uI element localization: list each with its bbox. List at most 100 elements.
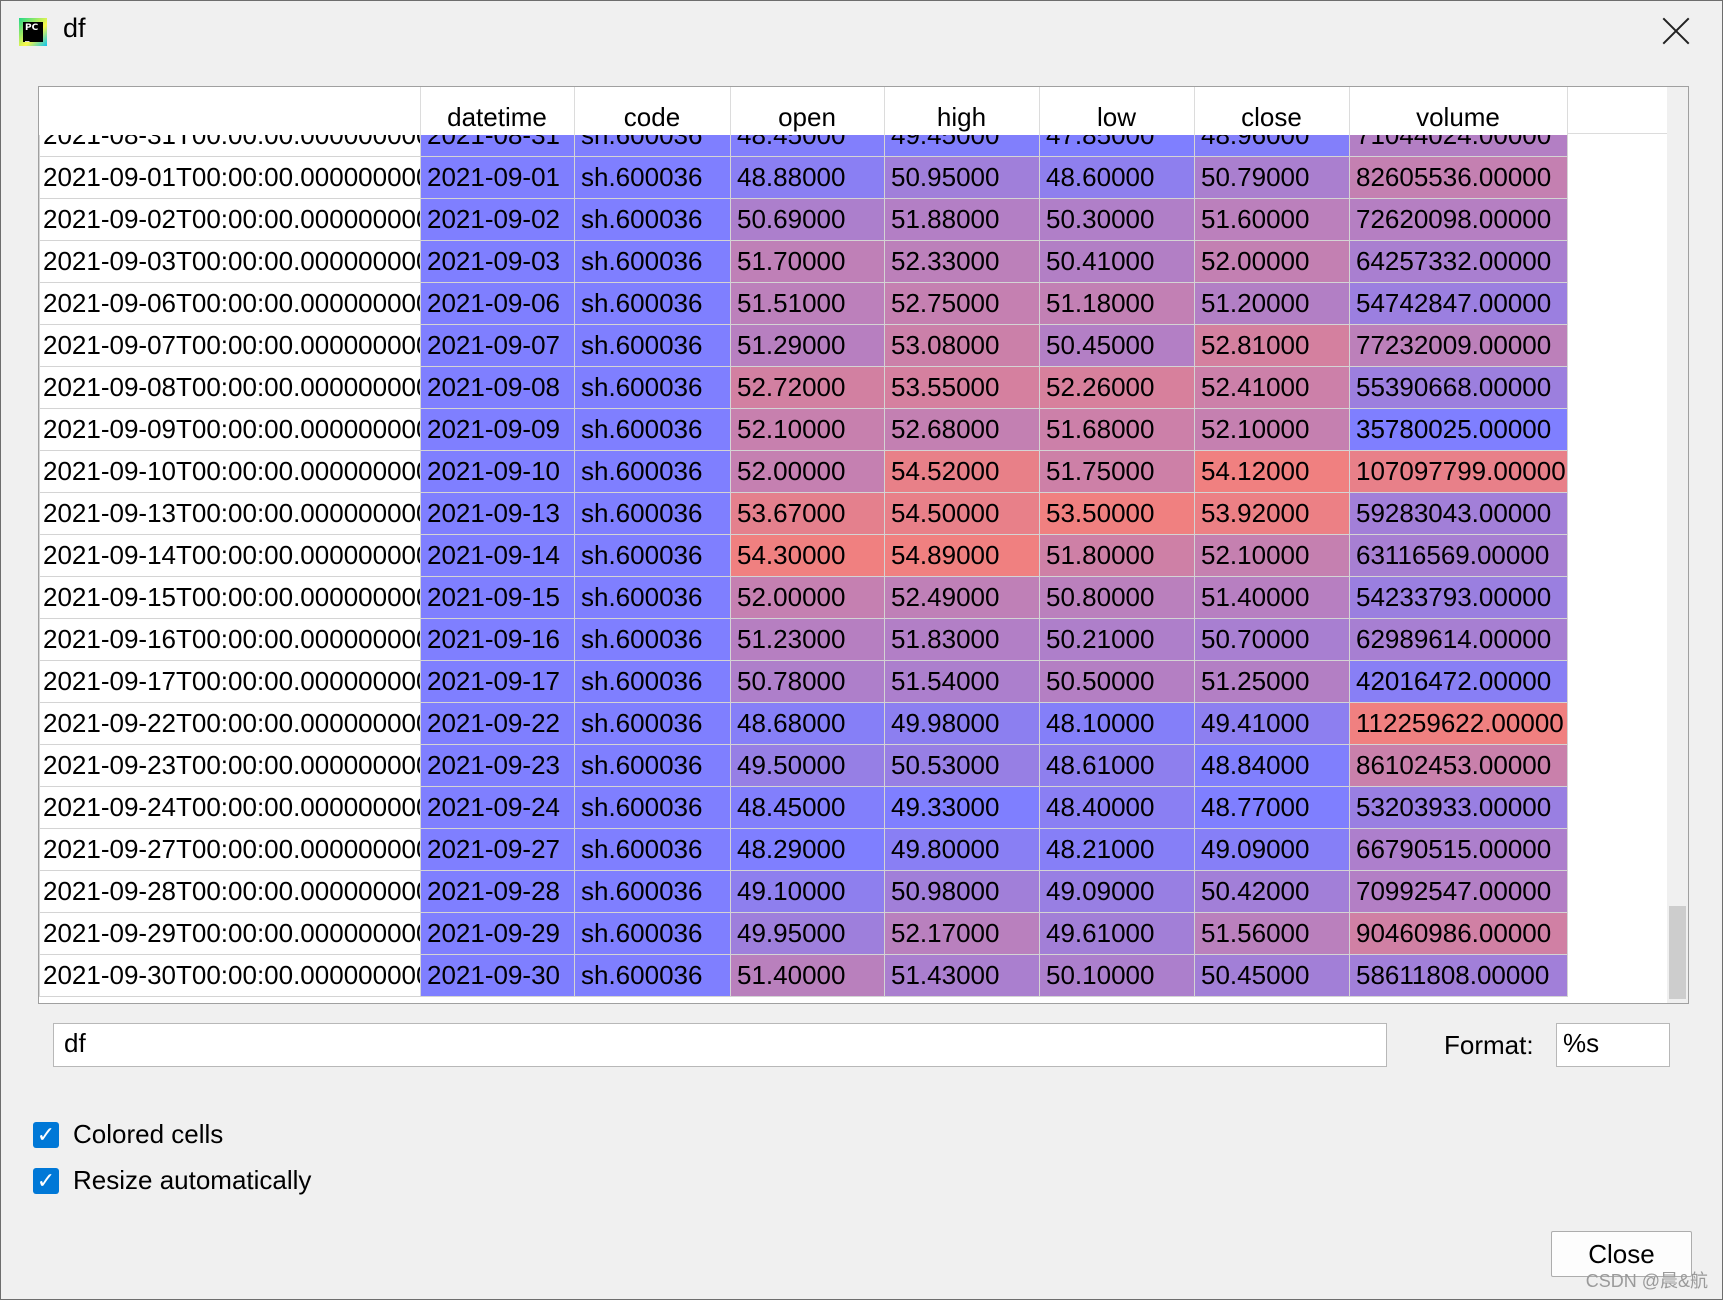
table-cell-close[interactable]: 50.45000 bbox=[1194, 954, 1350, 997]
table-cell-close[interactable]: 51.56000 bbox=[1194, 912, 1350, 955]
resize-automatically-checkbox[interactable]: ✓ bbox=[33, 1167, 59, 1194]
table-cell-open[interactable]: 49.95000 bbox=[730, 912, 885, 955]
row-index-cell[interactable]: 2021-09-22T00:00:00.000000000 bbox=[39, 702, 421, 745]
table-cell-close[interactable]: 51.25000 bbox=[1194, 660, 1350, 703]
table-cell-datetime[interactable]: 2021-09-30 bbox=[420, 954, 575, 997]
table-cell-high[interactable]: 49.98000 bbox=[884, 702, 1040, 745]
table-row[interactable]: 2021-09-08T00:00:00.000000000 2021-09-08 s… bbox=[39, 366, 1568, 409]
table-cell-low[interactable]: 51.18000 bbox=[1039, 282, 1195, 325]
table-cell-high[interactable]: 52.75000 bbox=[884, 282, 1040, 325]
table-cell-code[interactable]: sh.600036 bbox=[574, 198, 731, 241]
table-cell-open[interactable]: 52.10000 bbox=[730, 408, 885, 451]
table-cell-low[interactable]: 48.61000 bbox=[1039, 744, 1195, 787]
table-cell-low[interactable]: 48.40000 bbox=[1039, 786, 1195, 829]
table-cell-high[interactable]: 50.53000 bbox=[884, 744, 1040, 787]
table-row[interactable]: 2021-09-30T00:00:00.000000000 2021-09-30 s… bbox=[39, 954, 1568, 997]
row-index-cell[interactable]: 2021-09-10T00:00:00.000000000 bbox=[39, 450, 421, 493]
table-cell-high[interactable]: 51.88000 bbox=[884, 198, 1040, 241]
table-cell-open[interactable]: 48.88000 bbox=[730, 156, 885, 199]
table-row[interactable]: 2021-09-29T00:00:00.000000000 2021-09-29 s… bbox=[39, 912, 1568, 955]
table-cell-close[interactable]: 48.84000 bbox=[1194, 744, 1350, 787]
table-cell-code[interactable]: sh.600036 bbox=[574, 492, 731, 535]
table-cell-code[interactable]: sh.600036 bbox=[574, 240, 731, 283]
table-row[interactable]: 2021-09-03T00:00:00.000000000 2021-09-03 s… bbox=[39, 240, 1568, 283]
table-cell-code[interactable]: sh.600036 bbox=[574, 618, 731, 661]
table-cell-close[interactable]: 51.40000 bbox=[1194, 576, 1350, 619]
row-index-cell[interactable]: 2021-09-14T00:00:00.000000000 bbox=[39, 534, 421, 577]
table-cell-open[interactable]: 51.70000 bbox=[730, 240, 885, 283]
table-cell-datetime[interactable]: 2021-09-01 bbox=[420, 156, 575, 199]
table-cell-volume[interactable]: 107097799.00000 bbox=[1349, 450, 1568, 493]
table-cell-high[interactable]: 50.98000 bbox=[884, 870, 1040, 913]
table-cell-low[interactable]: 50.30000 bbox=[1039, 198, 1195, 241]
table-cell-close[interactable]: 49.09000 bbox=[1194, 828, 1350, 871]
table-cell-close[interactable]: 52.00000 bbox=[1194, 240, 1350, 283]
table-cell-close[interactable]: 50.70000 bbox=[1194, 618, 1350, 661]
table-cell-high[interactable]: 51.83000 bbox=[884, 618, 1040, 661]
table-row[interactable]: 2021-09-02T00:00:00.000000000 2021-09-02 s… bbox=[39, 198, 1568, 241]
table-cell-volume[interactable]: 86102453.00000 bbox=[1349, 744, 1568, 787]
table-cell-low[interactable]: 51.80000 bbox=[1039, 534, 1195, 577]
table-cell-volume[interactable]: 70992547.00000 bbox=[1349, 870, 1568, 913]
row-index-cell[interactable]: 2021-09-01T00:00:00.000000000 bbox=[39, 156, 421, 199]
table-cell-datetime[interactable]: 2021-09-07 bbox=[420, 324, 575, 367]
column-header-low[interactable]: low bbox=[1039, 87, 1195, 135]
table-cell-volume[interactable]: 35780025.00000 bbox=[1349, 408, 1568, 451]
table-cell-volume[interactable]: 64257332.00000 bbox=[1349, 240, 1568, 283]
table-cell-low[interactable]: 50.45000 bbox=[1039, 324, 1195, 367]
table-cell-open[interactable]: 49.50000 bbox=[730, 744, 885, 787]
row-index-cell[interactable]: 2021-09-02T00:00:00.000000000 bbox=[39, 198, 421, 241]
table-cell-datetime[interactable]: 2021-09-28 bbox=[420, 870, 575, 913]
table-cell-volume[interactable]: 54233793.00000 bbox=[1349, 576, 1568, 619]
table-cell-high[interactable]: 53.08000 bbox=[884, 324, 1040, 367]
table-cell-datetime[interactable]: 2021-09-13 bbox=[420, 492, 575, 535]
table-row[interactable]: 2021-09-16T00:00:00.000000000 2021-09-16 s… bbox=[39, 618, 1568, 661]
table-cell-open[interactable]: 52.72000 bbox=[730, 366, 885, 409]
scrollbar-thumb[interactable] bbox=[1669, 906, 1686, 999]
column-header-high[interactable]: high bbox=[884, 87, 1040, 135]
column-header-code[interactable]: code bbox=[574, 87, 731, 135]
table-cell-datetime[interactable]: 2021-09-03 bbox=[420, 240, 575, 283]
row-index-cell[interactable]: 2021-09-07T00:00:00.000000000 bbox=[39, 324, 421, 367]
table-cell-low[interactable]: 49.61000 bbox=[1039, 912, 1195, 955]
table-cell-open[interactable]: 53.67000 bbox=[730, 492, 885, 535]
column-header-volume[interactable]: volume bbox=[1349, 87, 1568, 135]
table-cell-code[interactable]: sh.600036 bbox=[574, 870, 731, 913]
table-cell-volume[interactable]: 63116569.00000 bbox=[1349, 534, 1568, 577]
column-header-datetime[interactable]: datetime bbox=[420, 87, 575, 135]
table-cell-code[interactable]: sh.600036 bbox=[574, 408, 731, 451]
table-cell-code[interactable]: sh.600036 bbox=[574, 954, 731, 997]
row-index-cell[interactable]: 2021-09-17T00:00:00.000000000 bbox=[39, 660, 421, 703]
close-window-icon[interactable] bbox=[1660, 15, 1692, 47]
row-index-cell[interactable]: 2021-09-15T00:00:00.000000000 bbox=[39, 576, 421, 619]
table-cell-code[interactable]: sh.600036 bbox=[574, 744, 731, 787]
row-index-cell[interactable]: 2021-09-27T00:00:00.000000000 bbox=[39, 828, 421, 871]
expression-input[interactable]: df bbox=[53, 1023, 1387, 1067]
table-cell-datetime[interactable]: 2021-09-27 bbox=[420, 828, 575, 871]
table-row[interactable]: 2021-09-01T00:00:00.000000000 2021-09-01 s… bbox=[39, 156, 1568, 199]
table-row[interactable]: 2021-09-13T00:00:00.000000000 2021-09-13 s… bbox=[39, 492, 1568, 535]
table-cell-datetime[interactable]: 2021-09-16 bbox=[420, 618, 575, 661]
table-cell-volume[interactable]: 42016472.00000 bbox=[1349, 660, 1568, 703]
table-cell-open[interactable]: 54.30000 bbox=[730, 534, 885, 577]
table-cell-datetime[interactable]: 2021-09-23 bbox=[420, 744, 575, 787]
table-cell-datetime[interactable]: 2021-09-10 bbox=[420, 450, 575, 493]
table-cell-volume[interactable]: 62989614.00000 bbox=[1349, 618, 1568, 661]
table-cell-datetime[interactable]: 2021-09-15 bbox=[420, 576, 575, 619]
table-row[interactable]: 2021-09-24T00:00:00.000000000 2021-09-24 s… bbox=[39, 786, 1568, 829]
row-index-cell[interactable]: 2021-09-06T00:00:00.000000000 bbox=[39, 282, 421, 325]
table-cell-datetime[interactable]: 2021-09-09 bbox=[420, 408, 575, 451]
table-cell-code[interactable]: sh.600036 bbox=[574, 912, 731, 955]
table-cell-close[interactable]: 50.79000 bbox=[1194, 156, 1350, 199]
table-cell-code[interactable]: sh.600036 bbox=[574, 366, 731, 409]
table-cell-low[interactable]: 50.80000 bbox=[1039, 576, 1195, 619]
table-cell-high[interactable]: 54.50000 bbox=[884, 492, 1040, 535]
table-cell-code[interactable]: sh.600036 bbox=[574, 702, 731, 745]
table-cell-low[interactable]: 50.41000 bbox=[1039, 240, 1195, 283]
table-cell-volume[interactable]: 59283043.00000 bbox=[1349, 492, 1568, 535]
table-cell-low[interactable]: 48.10000 bbox=[1039, 702, 1195, 745]
colored-cells-option[interactable]: ✓ Colored cells bbox=[33, 1119, 223, 1150]
table-cell-volume[interactable]: 54742847.00000 bbox=[1349, 282, 1568, 325]
colored-cells-checkbox[interactable]: ✓ bbox=[33, 1121, 59, 1148]
table-cell-open[interactable]: 51.29000 bbox=[730, 324, 885, 367]
